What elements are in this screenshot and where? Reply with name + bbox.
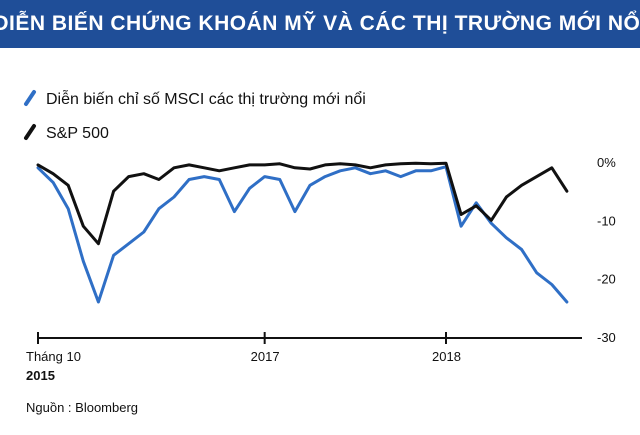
legend: Diễn biến chỉ số MSCI các thị trường mới… <box>24 89 366 142</box>
x-tick-label-year: 2015 <box>26 368 55 383</box>
source-note: Nguồn : Bloomberg <box>26 400 138 415</box>
legend-label-1: Diễn biến chỉ số MSCI các thị trường mới… <box>46 89 366 108</box>
legend-swatch-2 <box>24 124 36 140</box>
source-label: Nguồn <box>26 400 64 415</box>
legend-swatch-1 <box>24 90 36 106</box>
x-tick-label: Tháng 10 <box>26 349 81 364</box>
chart-panel: Diễn biến chỉ số MSCI các thị trường mới… <box>0 48 640 435</box>
source-separator: : <box>64 400 75 415</box>
title-banner: DIỄN BIẾN CHỨNG KHOÁN MỸ VÀ CÁC THỊ TRƯỜ… <box>0 0 640 48</box>
y-tick-label: 0% <box>597 155 616 170</box>
x-tick-label: 2018 <box>432 349 461 364</box>
x-tick-label: 2017 <box>251 349 280 364</box>
x-axis: Tháng 10 2015 2017 2018 <box>26 332 582 383</box>
y-tick-label: -20 <box>597 272 616 287</box>
plot-area <box>36 161 569 304</box>
y-tick-label: -10 <box>597 213 616 228</box>
chart-svg: Diễn biến chỉ số MSCI các thị trường mới… <box>24 89 616 415</box>
y-tick-label: -30 <box>597 330 616 345</box>
source-name: Bloomberg <box>75 400 138 415</box>
y-axis: 0% -10 -20 -30 <box>597 155 616 345</box>
series-line-2 <box>36 161 569 246</box>
legend-label-2: S&P 500 <box>46 125 109 142</box>
chart-title: DIỄN BIẾN CHỨNG KHOÁN MỸ VÀ CÁC THỊ TRƯỜ… <box>0 12 640 35</box>
